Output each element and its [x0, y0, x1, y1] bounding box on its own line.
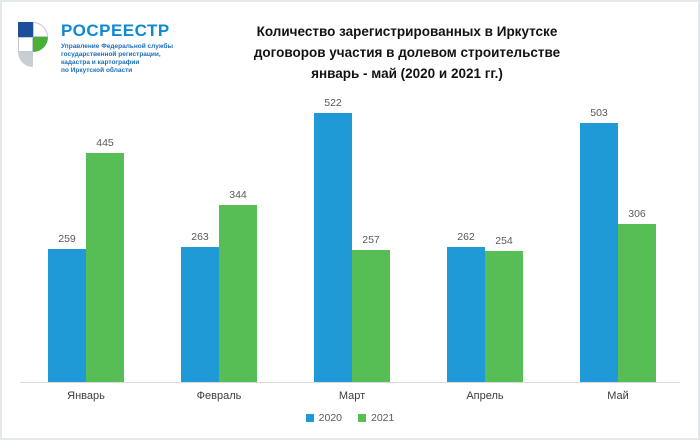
rosreestr-logo: РОСРЕЕСТР Управление Федеральной службы … — [18, 22, 173, 75]
bar-column: 344 — [219, 189, 257, 382]
logo-subtitle: Управление Федеральной службы государств… — [61, 43, 173, 75]
x-axis-label: Апрель — [466, 390, 504, 402]
bar-2021[interactable] — [219, 204, 257, 382]
bar-column: 306 — [618, 208, 656, 382]
bar-column: 257 — [352, 234, 390, 382]
bar-value-label: 257 — [362, 233, 380, 246]
bar-column: 445 — [86, 137, 124, 382]
chart-title: Количество зарегистрированных в Иркутске… — [122, 21, 692, 84]
rosreestr-emblem-icon — [18, 22, 48, 67]
bar-group: 262 254 Апрель — [447, 110, 523, 402]
chart-title-line: договоров участия в долевом строительств… — [253, 45, 561, 60]
x-axis-label: Май — [607, 390, 629, 402]
bar-2021[interactable] — [86, 152, 124, 382]
bar-group: 522 257 Март — [314, 97, 390, 402]
emblem-quadrant-green — [33, 37, 48, 52]
bar-value-label: 445 — [96, 136, 114, 149]
bar-value-label: 306 — [628, 208, 646, 221]
bar-2021[interactable] — [485, 251, 523, 382]
x-axis-label: Январь — [67, 390, 105, 402]
legend: 2020 2021 — [2, 412, 698, 424]
legend-item-2021[interactable]: 2021 — [358, 412, 394, 424]
legend-swatch-icon — [305, 414, 314, 422]
bar-pair: 263 344 — [181, 110, 257, 382]
bar-group: 259 445 Январь — [48, 110, 124, 402]
plot-area: 259 445 Январь 263 344 Февраль 522 257 Март 262 25… — [48, 97, 656, 402]
bar-value-label: 522 — [324, 97, 342, 110]
bar-value-label: 254 — [495, 235, 513, 248]
bar-column: 259 — [48, 233, 86, 382]
bar-column: 262 — [447, 231, 485, 382]
logo-brand-name: РОСРЕЕСТР — [61, 21, 170, 40]
logo-subtitle-line: по Иркутской области — [61, 67, 133, 74]
bar-pair: 259 445 — [48, 110, 124, 382]
bar-pair: 522 257 — [314, 97, 390, 382]
x-axis-line — [20, 382, 680, 383]
bar-value-label: 259 — [58, 232, 76, 245]
bar-value-label: 344 — [229, 188, 247, 201]
chart-title-line: Количество зарегистрированных в Иркутске — [256, 24, 558, 39]
bar-value-label: 503 — [590, 106, 608, 119]
bar-group: 503 306 Май — [580, 107, 656, 402]
emblem-quadrant-blue — [18, 22, 33, 37]
emblem-quadrant-outline-top — [33, 22, 48, 37]
bar-column: 263 — [181, 230, 219, 382]
bar-column: 254 — [485, 235, 523, 382]
bar-value-label: 263 — [191, 230, 209, 243]
bar-pair: 262 254 — [447, 110, 523, 382]
legend-swatch-icon — [358, 414, 366, 422]
logo-subtitle-line: Управление Федеральной службы — [61, 43, 174, 50]
legend-label: 2021 — [371, 412, 395, 424]
emblem-quadrant-gray — [18, 52, 33, 67]
bar-2020[interactable] — [48, 248, 86, 382]
chart-title-line: январь - май (2020 и 2021 гг.) — [311, 66, 503, 81]
logo-text: РОСРЕЕСТР Управление Федеральной службы … — [61, 22, 173, 75]
x-axis-label: Март — [338, 390, 366, 402]
bar-pair: 503 306 — [580, 107, 656, 382]
bar-column: 522 — [314, 97, 352, 382]
bar-2020[interactable] — [314, 113, 352, 382]
bar-value-label: 262 — [457, 231, 475, 243]
bar-group: 263 344 Февраль — [181, 110, 257, 402]
bar-column: 503 — [580, 107, 618, 382]
logo-subtitle-line: государственной регистрации, — [61, 51, 161, 58]
bar-2020[interactable] — [447, 247, 485, 382]
x-axis-label: Февраль — [196, 390, 242, 402]
bar-2021[interactable] — [352, 249, 390, 382]
logo-subtitle-line: кадастра и картографии — [61, 59, 140, 66]
bar-2020[interactable] — [580, 122, 618, 382]
bar-2021[interactable] — [618, 224, 656, 382]
bar-2020[interactable] — [181, 246, 219, 382]
emblem-quadrant-outline-mid — [18, 37, 33, 52]
legend-item-2020[interactable]: 2020 — [305, 412, 342, 424]
legend-label: 2020 — [318, 412, 342, 424]
